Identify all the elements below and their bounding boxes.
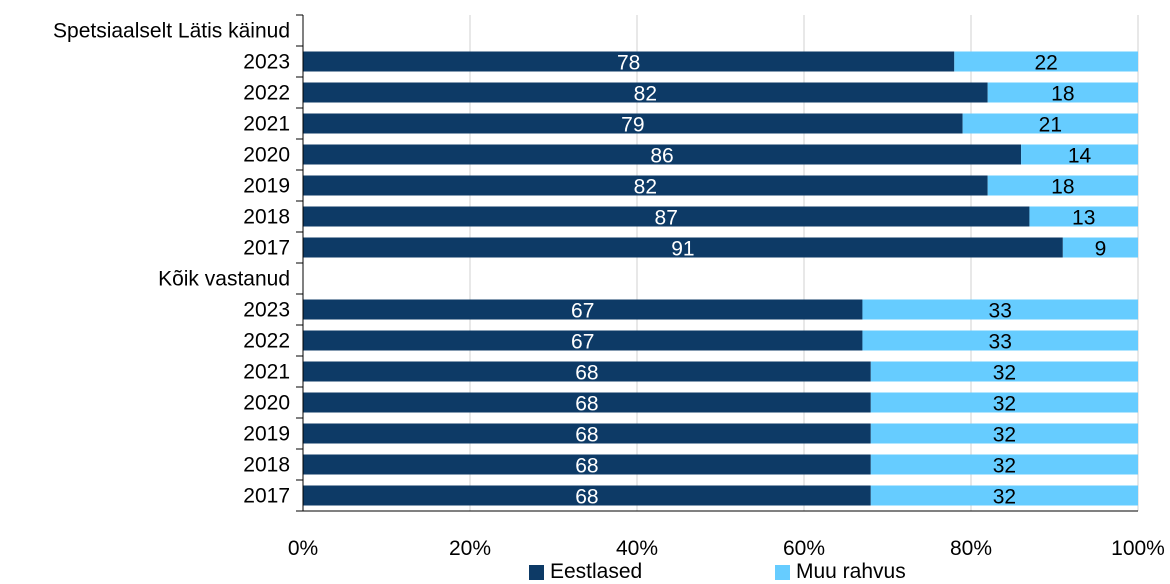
data-label: 82: [634, 83, 657, 106]
data-label: 32: [993, 393, 1016, 416]
bar-segment: [303, 361, 871, 382]
bar-segment: [303, 113, 963, 134]
x-tick-labels: 0% 20% 40% 60% 80% 100%: [288, 537, 1165, 560]
data-label: 9: [1095, 238, 1107, 261]
bar-segment: [962, 113, 1138, 134]
category-label: 2022: [243, 82, 290, 105]
data-label: 14: [1068, 145, 1092, 168]
category-label: 2020: [243, 392, 290, 415]
data-label: 18: [1051, 176, 1074, 199]
stacked-bar-chart: Spetsiaalselt Lätis käinud 2023 2022 2021 20…: [53, 14, 1165, 560]
data-label: 68: [575, 455, 598, 478]
bar-segment: [870, 485, 1138, 506]
legend-label-eestlased: Eestlased: [550, 560, 643, 583]
bar-segment: [303, 144, 1022, 165]
data-label: 68: [575, 424, 598, 447]
bar-segment: [303, 423, 871, 444]
x-tick-label: 60%: [783, 537, 825, 560]
bar-segment: [987, 175, 1138, 196]
data-label: 13: [1072, 207, 1095, 230]
bar-segment: [987, 82, 1138, 103]
category-label: 2019: [243, 175, 290, 198]
category-label: 2018: [243, 206, 290, 229]
category-label: 2022: [243, 330, 290, 353]
category-label: 2023: [243, 299, 290, 322]
data-label: 78: [617, 52, 640, 75]
data-label: 22: [1034, 52, 1057, 75]
bar-segment: [303, 175, 988, 196]
category-label: Spetsiaalselt Lätis käinud: [53, 20, 290, 43]
category-label: 2018: [243, 454, 290, 477]
data-label: 68: [575, 362, 598, 385]
x-tick-label: 40%: [616, 537, 658, 560]
data-label: 86: [650, 145, 673, 168]
bar-segment: [862, 330, 1138, 351]
category-label: 2017: [243, 237, 290, 260]
bar-segment: [870, 361, 1138, 382]
bar-segment: [303, 330, 863, 351]
data-label: 87: [655, 207, 678, 230]
bar-segment: [870, 454, 1138, 475]
bar-segment: [303, 299, 863, 320]
bar-segment: [954, 51, 1138, 72]
bar-segment: [303, 82, 988, 103]
x-tick-label: 0%: [288, 537, 318, 560]
legend-label-muu-rahvus: Muu rahvus: [796, 560, 906, 583]
legend: Eestlased Muu rahvus: [0, 560, 1170, 584]
bar-segment: [303, 392, 871, 413]
bar-series: [303, 51, 1138, 506]
category-label: 2019: [243, 423, 290, 446]
x-tick-label: 80%: [950, 537, 992, 560]
category-labels: Spetsiaalselt Lätis käinud 2023 2022 2021 20…: [53, 20, 290, 508]
x-tick-label: 20%: [449, 537, 491, 560]
category-label: 2017: [243, 485, 290, 508]
bar-segment: [1029, 206, 1138, 227]
data-label: 21: [1039, 114, 1062, 137]
bar-segment: [870, 392, 1138, 413]
data-label: 91: [671, 238, 694, 261]
bar-segment: [862, 299, 1138, 320]
bar-segment: [870, 423, 1138, 444]
bar-segment: [1062, 237, 1138, 258]
data-label: 32: [993, 455, 1016, 478]
x-tick-label: 100%: [1111, 537, 1165, 560]
data-label: 33: [989, 300, 1012, 323]
data-label: 33: [989, 331, 1012, 354]
category-label: 2021: [243, 113, 290, 136]
data-label: 32: [993, 362, 1016, 385]
data-label: 18: [1051, 83, 1074, 106]
data-label: 67: [571, 300, 594, 323]
data-label: 82: [634, 176, 657, 199]
bar-segment: [303, 237, 1063, 258]
axes: [296, 14, 1138, 512]
data-label: 32: [993, 424, 1016, 447]
data-labels: 78 22 82 18 79 21 86 14 82 18 87 13 91 9 67 33 67 33 68 32 6…: [571, 52, 1106, 509]
legend-item-eestlased: Eestlased: [529, 560, 642, 584]
data-label: 68: [575, 486, 598, 509]
category-label: 2023: [243, 51, 290, 74]
bar-segment: [303, 51, 955, 72]
bar-segment: [303, 206, 1030, 227]
category-label: 2020: [243, 144, 290, 167]
legend-swatch-eestlased: [529, 564, 544, 580]
category-label: Kõik vastanud: [158, 268, 290, 291]
bar-segment: [303, 485, 871, 506]
legend-swatch-muu-rahvus: [775, 564, 790, 580]
bar-segment: [1021, 144, 1138, 165]
bar-segment: [303, 454, 871, 475]
data-label: 68: [575, 393, 598, 416]
category-label: 2021: [243, 361, 290, 384]
data-label: 32: [993, 486, 1016, 509]
data-label: 67: [571, 331, 594, 354]
data-label: 79: [621, 114, 644, 137]
legend-item-muu-rahvus: Muu rahvus: [775, 560, 906, 584]
